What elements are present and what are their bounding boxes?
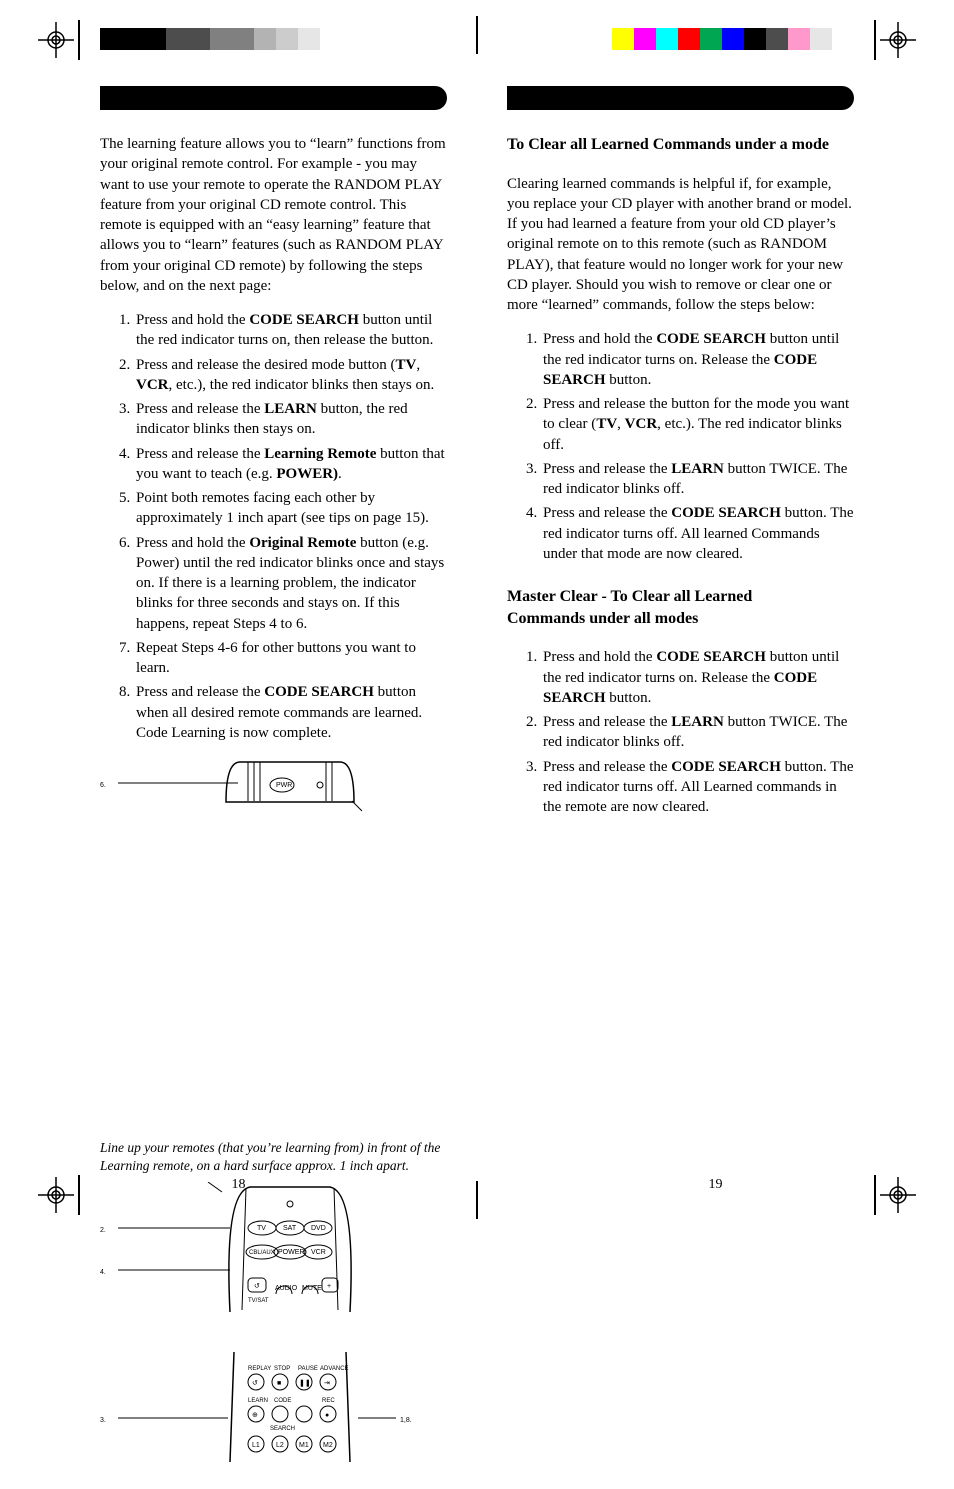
step-item: Press and release the CODE SEARCH button…	[134, 682, 447, 743]
svg-text:PAUSE: PAUSE	[298, 1366, 318, 1372]
callout-1-8: 1,8.	[400, 1417, 412, 1424]
step-item: Press and hold the CODE SEARCH button un…	[134, 310, 447, 351]
page-left: The learning feature allows you to “lear…	[0, 86, 477, 1185]
svg-text:↺: ↺	[254, 1283, 260, 1290]
crop-tick	[874, 20, 876, 60]
svg-text:REC: REC	[322, 1398, 335, 1404]
step-item: Press and release the CODE SEARCH button…	[541, 503, 854, 564]
callout-4: 4.	[100, 1269, 106, 1276]
callout-3: 3.	[100, 1417, 106, 1424]
svg-text:⊕: ⊕	[252, 1412, 258, 1419]
svg-text:M1: M1	[299, 1442, 309, 1449]
intro-paragraph: The learning feature allows you to “lear…	[100, 134, 447, 296]
svg-text:VCR: VCR	[311, 1249, 326, 1256]
svg-text:ADVANCE: ADVANCE	[320, 1366, 349, 1372]
crop-mark-tl	[36, 20, 76, 60]
svg-text:PWR: PWR	[276, 782, 292, 789]
crop-tick	[78, 20, 80, 60]
step-item: Press and release the CODE SEARCH button…	[541, 757, 854, 818]
step-item: Press and release the LEARN button TWICE…	[541, 712, 854, 753]
svg-text:TV/SAT: TV/SAT	[248, 1298, 269, 1304]
svg-text:POWER: POWER	[278, 1249, 304, 1256]
color-bar	[590, 28, 854, 50]
svg-text:❚❚: ❚❚	[299, 1379, 311, 1387]
svg-text:STOP: STOP	[274, 1366, 290, 1372]
svg-text:CBL/AUX: CBL/AUX	[249, 1250, 275, 1256]
intro-clear: Clearing learned commands is helpful if,…	[507, 174, 854, 316]
svg-text:CODE: CODE	[274, 1398, 291, 1404]
page-number-left: 18	[232, 1176, 246, 1195]
svg-text:LEARN: LEARN	[248, 1398, 268, 1404]
heading-clear-mode: To Clear all Learned Commands under a mo…	[507, 134, 854, 156]
step-item: Press and hold the CODE SEARCH button un…	[541, 329, 854, 390]
svg-text:TV: TV	[257, 1225, 266, 1232]
fold-mark-top	[476, 16, 478, 54]
learning-steps: Press and hold the CODE SEARCH button un…	[100, 310, 447, 743]
svg-text:●: ●	[325, 1412, 329, 1419]
figure-caption: Line up your remotes (that you’re learni…	[100, 1139, 447, 1174]
page-number-right: 19	[709, 1176, 723, 1195]
heading-master-clear: Master Clear - To Clear all Learned Comm…	[507, 586, 854, 629]
fold-mark-bottom	[476, 1181, 478, 1219]
svg-text:↺: ↺	[252, 1380, 258, 1387]
step-item: Press and release the LEARN button TWICE…	[541, 459, 854, 500]
step-item: Press and release the Learning Remote bu…	[134, 444, 447, 485]
svg-text:⇥: ⇥	[324, 1380, 330, 1387]
print-spread: The learning feature allows you to “lear…	[0, 0, 954, 1235]
crop-mark-tr	[878, 20, 918, 60]
svg-text:REPLAY: REPLAY	[248, 1366, 271, 1372]
svg-text:+: +	[327, 1283, 331, 1290]
section-tab	[507, 86, 854, 110]
page-right: To Clear all Learned Commands under a mo…	[477, 86, 954, 1185]
svg-text:L1: L1	[252, 1442, 260, 1449]
grayscale-bar	[100, 28, 320, 50]
svg-text:DVD: DVD	[311, 1225, 326, 1232]
svg-text:■: ■	[277, 1380, 281, 1387]
step-item: Press and hold the CODE SEARCH button un…	[541, 647, 854, 708]
svg-text:SAT: SAT	[283, 1225, 297, 1232]
callout-2: 2.	[100, 1227, 106, 1234]
svg-text:L2: L2	[276, 1442, 284, 1449]
clear-mode-steps: Press and hold the CODE SEARCH button un…	[507, 329, 854, 564]
callout-6: 6.	[100, 782, 106, 789]
step-item: Press and hold the Original Remote butto…	[134, 533, 447, 634]
step-item: Press and release the LEARN button, the …	[134, 399, 447, 440]
step-item: Press and release the desired mode butto…	[134, 355, 447, 396]
step-item: Press and release the button for the mod…	[541, 394, 854, 455]
step-item: Point both remotes facing each other by …	[134, 488, 447, 529]
master-clear-steps: Press and hold the CODE SEARCH button un…	[507, 647, 854, 817]
remote-figure: 6. PWR Line up your re	[100, 757, 447, 1489]
svg-text:SEARCH: SEARCH	[270, 1426, 295, 1432]
step-item: Repeat Steps 4-6 for other buttons you w…	[134, 638, 447, 679]
section-tab	[100, 86, 447, 110]
svg-text:M2: M2	[323, 1442, 333, 1449]
